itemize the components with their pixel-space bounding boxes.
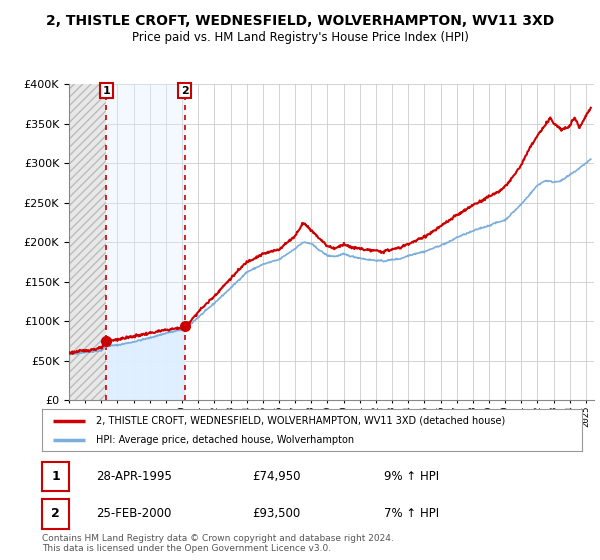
Text: 7% ↑ HPI: 7% ↑ HPI [384, 507, 439, 520]
Text: 25-FEB-2000: 25-FEB-2000 [96, 507, 172, 520]
Text: 1: 1 [51, 470, 60, 483]
Text: 2: 2 [181, 86, 188, 96]
Text: 9% ↑ HPI: 9% ↑ HPI [384, 470, 439, 483]
Text: 1: 1 [103, 86, 110, 96]
Text: Contains HM Land Registry data © Crown copyright and database right 2024.
This d: Contains HM Land Registry data © Crown c… [42, 534, 394, 553]
Text: 2, THISTLE CROFT, WEDNESFIELD, WOLVERHAMPTON, WV11 3XD (detached house): 2, THISTLE CROFT, WEDNESFIELD, WOLVERHAM… [96, 416, 505, 426]
Text: £74,950: £74,950 [252, 470, 301, 483]
Text: 2: 2 [51, 507, 60, 520]
Text: 2, THISTLE CROFT, WEDNESFIELD, WOLVERHAMPTON, WV11 3XD: 2, THISTLE CROFT, WEDNESFIELD, WOLVERHAM… [46, 14, 554, 28]
Text: £93,500: £93,500 [252, 507, 300, 520]
Text: Price paid vs. HM Land Registry's House Price Index (HPI): Price paid vs. HM Land Registry's House … [131, 31, 469, 44]
Text: 28-APR-1995: 28-APR-1995 [96, 470, 172, 483]
Text: HPI: Average price, detached house, Wolverhampton: HPI: Average price, detached house, Wolv… [96, 435, 354, 445]
